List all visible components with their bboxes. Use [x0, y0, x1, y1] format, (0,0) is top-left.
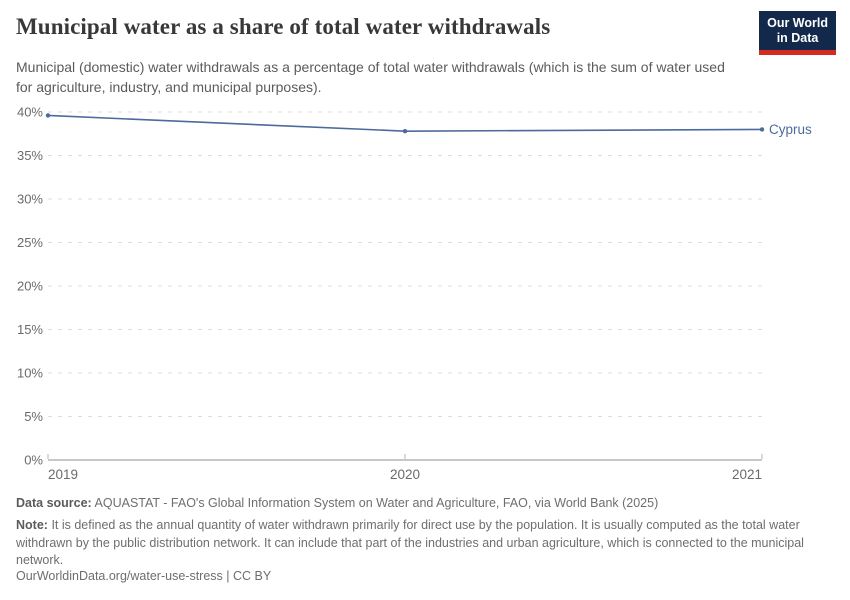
data-source-text: AQUASTAT - FAO's Global Information Syst…	[94, 496, 659, 510]
data-source-label: Data source:	[16, 496, 92, 510]
y-tick-label-20: 20%	[17, 279, 43, 294]
y-tick-label-0: 0%	[24, 453, 43, 468]
owid-logo-line1: Our World	[767, 16, 828, 30]
x-tick-label-2019: 2019	[48, 467, 78, 482]
y-tick-label-35: 35%	[17, 148, 43, 163]
x-tick-label-2020: 2020	[390, 467, 420, 482]
note-label: Note:	[16, 518, 48, 532]
owid-logo: Our World in Data	[759, 11, 836, 55]
cyprus-point-2019[interactable]	[45, 113, 51, 118]
cyprus-point-2021[interactable]	[759, 127, 765, 132]
data-source-line: Data source: AQUASTAT - FAO's Global Inf…	[16, 496, 836, 510]
y-tick-label-5: 5%	[24, 409, 43, 424]
y-tick-label-10: 10%	[17, 366, 43, 381]
series-label-cyprus[interactable]: Cyprus	[769, 122, 812, 137]
note-line: Note: It is defined as the annual quanti…	[16, 517, 836, 570]
page-title: Municipal water as a share of total wate…	[16, 14, 551, 39]
canonical-link[interactable]: OurWorldinData.org/water-use-stress | CC…	[16, 569, 272, 583]
y-tick-label-25: 25%	[17, 235, 43, 250]
cyprus-line[interactable]	[47, 114, 763, 132]
y-tick-label-30: 30%	[17, 192, 43, 207]
chart-subtitle: Municipal (domestic) water withdrawals a…	[16, 59, 725, 95]
y-tick-label-15: 15%	[17, 322, 43, 337]
y-tick-label-40: 40%	[17, 105, 43, 120]
cyprus-point-2020[interactable]	[402, 128, 408, 134]
note-text: It is defined as the annual quantity of …	[16, 518, 804, 567]
x-tick-label-2021: 2021	[732, 467, 762, 482]
owid-logo-line2: in Data	[776, 31, 819, 45]
